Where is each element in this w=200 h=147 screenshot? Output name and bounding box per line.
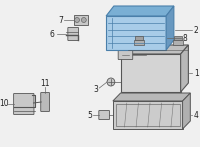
Text: 2: 2: [194, 25, 199, 35]
FancyBboxPatch shape: [41, 92, 49, 112]
Polygon shape: [166, 6, 174, 50]
Polygon shape: [106, 6, 174, 16]
Text: 5: 5: [87, 111, 92, 120]
Text: 11: 11: [40, 78, 50, 87]
Polygon shape: [183, 93, 190, 129]
FancyBboxPatch shape: [118, 51, 133, 60]
Text: 9: 9: [146, 51, 151, 60]
Bar: [116, 104, 180, 126]
Polygon shape: [121, 45, 188, 54]
Text: 7: 7: [58, 15, 63, 25]
Bar: [121, 54, 181, 92]
Bar: [113, 101, 183, 129]
Polygon shape: [113, 93, 190, 101]
Polygon shape: [181, 45, 188, 92]
Bar: [174, 36, 182, 40]
Bar: [74, 15, 88, 25]
Circle shape: [107, 78, 115, 86]
FancyBboxPatch shape: [151, 32, 168, 42]
Bar: [106, 16, 166, 50]
Text: 6: 6: [49, 30, 54, 39]
Text: 8: 8: [182, 34, 187, 42]
Circle shape: [81, 17, 86, 22]
Bar: [135, 36, 143, 40]
Text: 1: 1: [194, 69, 199, 77]
Text: 4: 4: [194, 111, 199, 120]
Bar: [173, 40, 183, 45]
Text: 3: 3: [93, 85, 98, 93]
FancyBboxPatch shape: [99, 111, 109, 120]
Bar: [134, 40, 144, 45]
FancyBboxPatch shape: [68, 27, 78, 41]
Circle shape: [75, 17, 79, 22]
Text: 10: 10: [0, 100, 9, 108]
FancyBboxPatch shape: [14, 93, 34, 115]
